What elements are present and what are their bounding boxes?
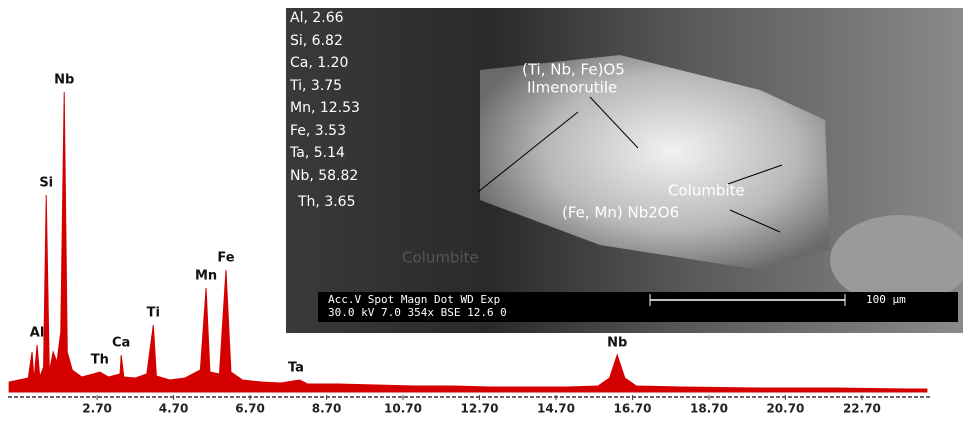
composition: Mn, 12.53 [290,100,360,116]
x-tick-label: 12.70 [461,402,499,416]
composition: Th, 3.65 [297,194,356,210]
peak-label: Ca [112,336,130,351]
peak-label: Fe [217,251,234,266]
peak-label: Mn [195,269,217,284]
composition: Ti, 3.75 [289,78,342,94]
x-tick-label: 20.70 [766,402,804,416]
x-tick-label: 18.70 [690,402,728,416]
x-tick-label: 6.70 [235,402,265,416]
peak-label: Nb [607,336,627,351]
peak-label: Si [39,176,53,191]
figure: Al, 2.66 Si, 6.82 Ca, 1.20 Ti, 3.75 Mn, … [0,0,963,422]
composition: Ta, 5.14 [289,145,345,161]
x-tick-label: 14.70 [537,402,575,416]
composition: Ca, 1.20 [290,55,348,71]
composition: Fe, 3.53 [290,123,346,139]
mineral-label: (Fe, Mn) Nb2O6 [562,204,679,222]
peak-label: Al [30,326,45,341]
x-tick-label: 10.70 [384,402,422,416]
peak-label: Ta [288,361,304,376]
peak-label: Nb [54,73,74,88]
x-tick-label: 8.70 [312,402,342,416]
composition: Al, 2.66 [290,10,344,26]
peak-label: Ti [147,306,160,321]
x-tick-label: 22.70 [843,402,881,416]
x-tick-label: 4.70 [159,402,189,416]
mineral-label: Columbite [402,249,479,267]
scale-label: 100 µm [866,293,906,306]
composition: Si, 6.82 [290,33,343,49]
peak-label: Th [91,353,109,368]
mineral-label: (Ti, Nb, Fe)O5 [522,61,625,79]
mineral-label: Columbite [668,182,745,200]
x-tick-label: 2.70 [82,402,112,416]
mineral-label: Ilmenorutile [527,79,617,97]
x-tick-label: 16.70 [613,402,651,416]
sem-image: Al, 2.66 Si, 6.82 Ca, 1.20 Ti, 3.75 Mn, … [286,8,963,333]
composition: Nb, 58.82 [290,168,358,184]
info-header: Acc.V Spot Magn Dot WD Exp [328,293,500,306]
info-values: 30.0 kV 7.0 354x BSE 12.6 0 [328,306,507,319]
